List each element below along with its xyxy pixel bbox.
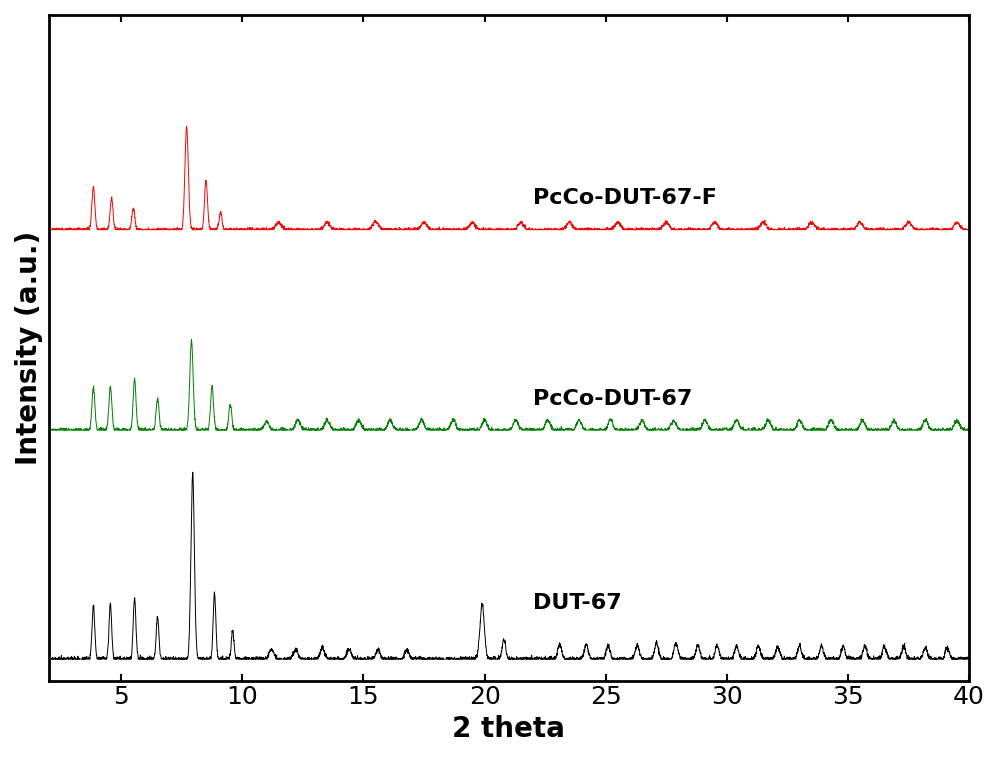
- Text: DUT-67: DUT-67: [533, 594, 622, 613]
- Y-axis label: Intensity (a.u.): Intensity (a.u.): [15, 230, 43, 465]
- Text: PcCo-DUT-67: PcCo-DUT-67: [533, 389, 692, 409]
- Text: PcCo-DUT-67-F: PcCo-DUT-67-F: [533, 188, 717, 208]
- X-axis label: 2 theta: 2 theta: [452, 715, 565, 743]
